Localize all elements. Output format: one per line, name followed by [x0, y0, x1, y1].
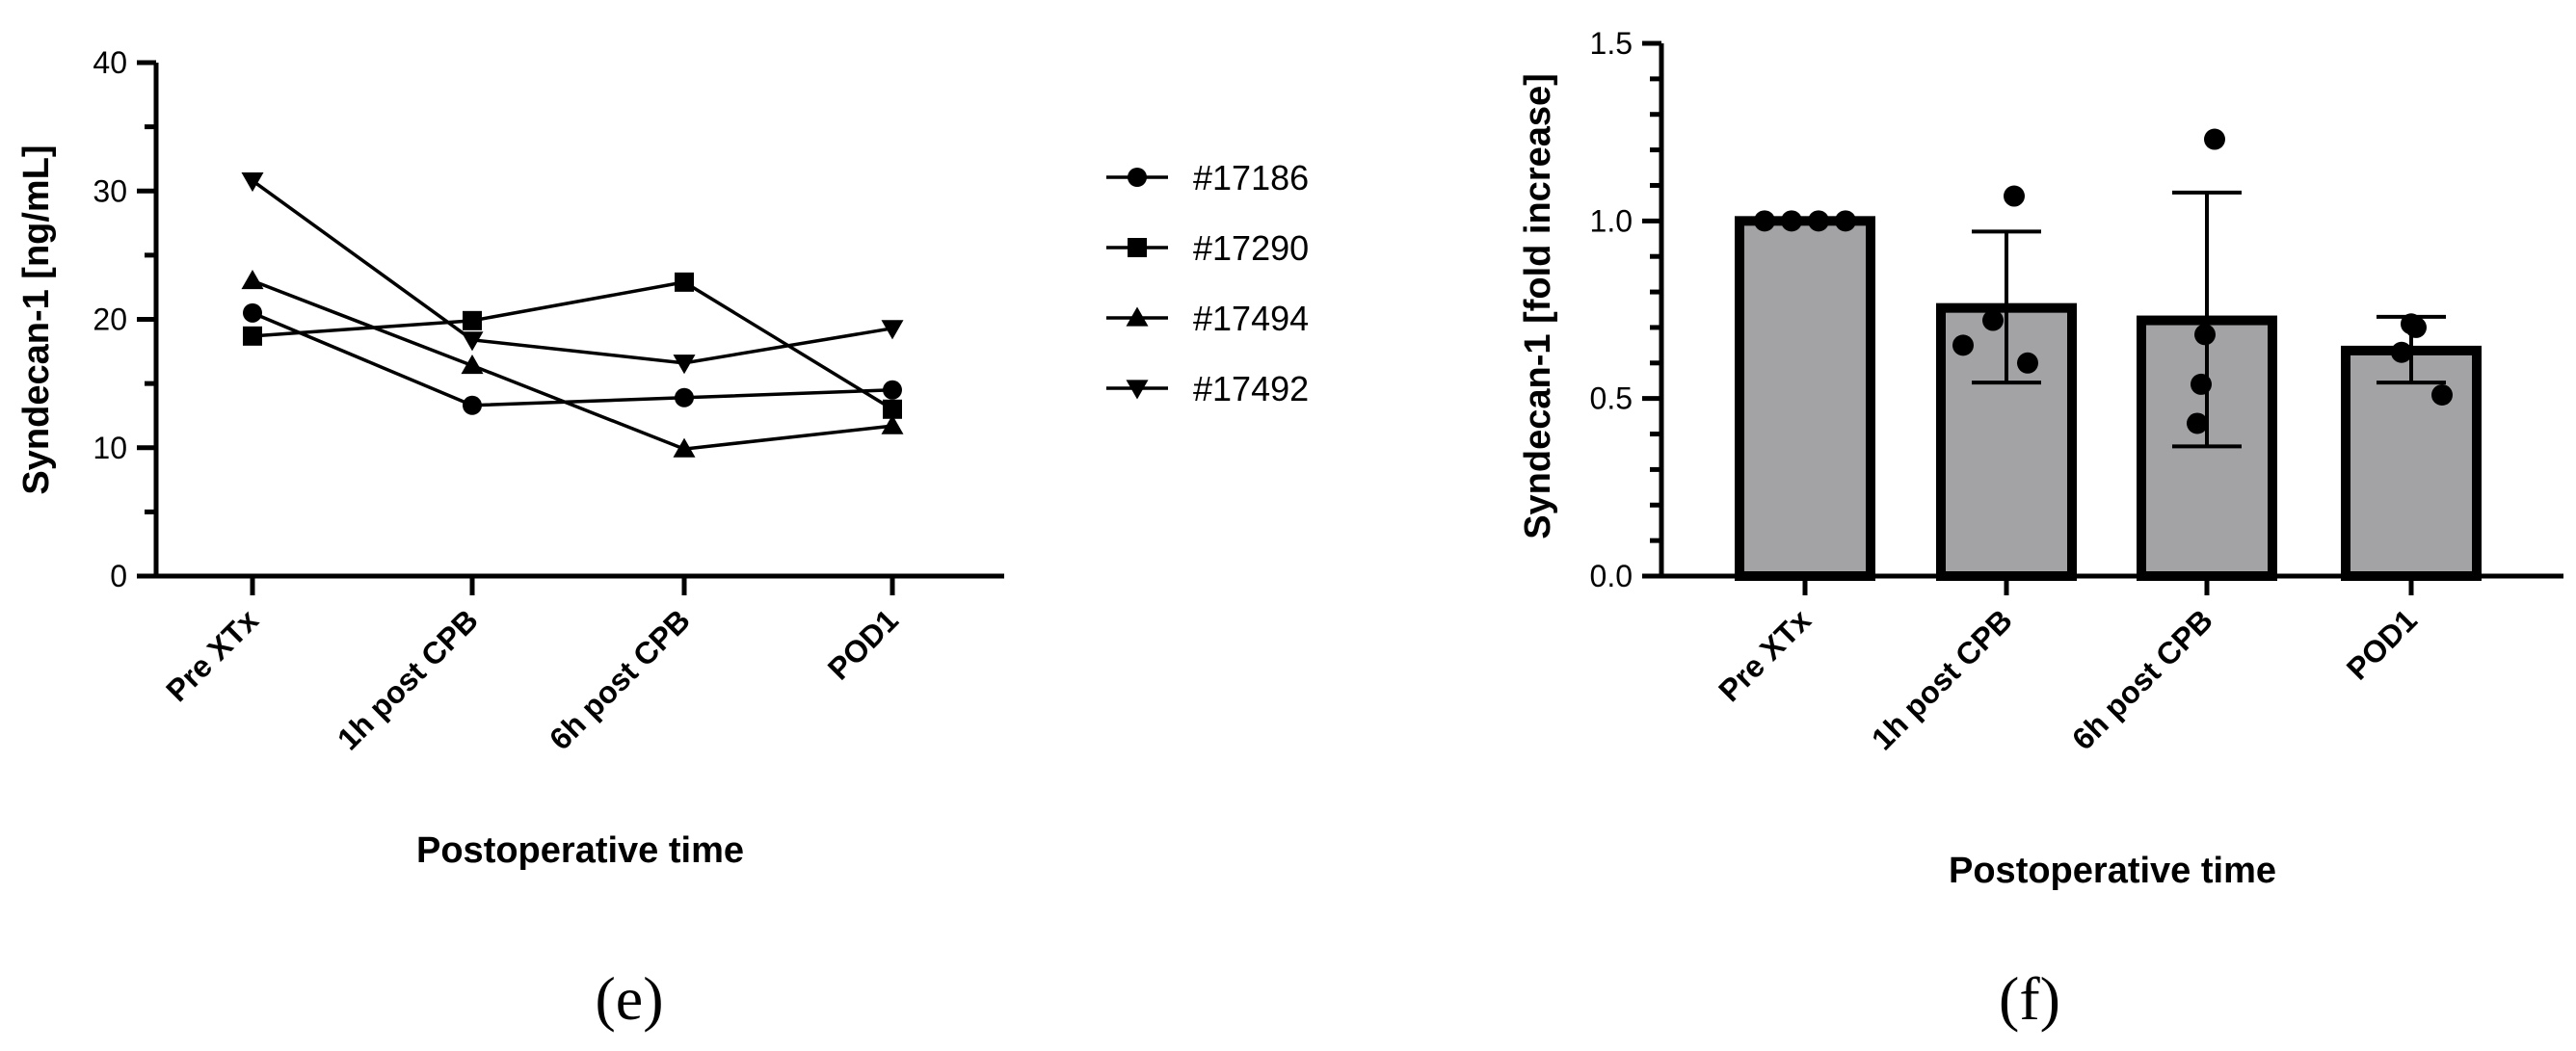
- f-data-point: [2187, 412, 2208, 434]
- e-legend-marker: [1126, 380, 1149, 400]
- e-x-tick-label: POD1: [821, 602, 905, 686]
- e-point-17290: [675, 272, 694, 292]
- f-data-point: [2017, 352, 2038, 374]
- panel-e-line-chart: 0 10 20 30 40 Pre XTx 1h post CPB 6h post CPB P…: [16, 45, 1309, 1033]
- f-x-tick-label: 1h post CPB: [1865, 602, 2019, 756]
- f-y-axis-title: Syndecan-1 [fold increase]: [1518, 73, 1558, 539]
- f-data-point: [2431, 383, 2453, 406]
- e-point-17494: [881, 414, 904, 434]
- f-data-point: [2194, 324, 2216, 346]
- e-x-tick-label: 6h post CPB: [543, 602, 697, 756]
- e-y-tick-label: 0: [110, 559, 127, 593]
- f-y-tick-label: 1.0: [1590, 203, 1633, 238]
- e-y-tick-label: 10: [93, 431, 127, 465]
- f-data-point: [2405, 316, 2427, 338]
- f-y-tick-label: 0.5: [1590, 381, 1633, 416]
- e-legend-label: #17186: [1193, 158, 1309, 197]
- e-legend-marker: [1126, 306, 1149, 327]
- f-data-point: [2191, 373, 2212, 395]
- e-point-17186: [243, 302, 262, 323]
- e-x-tick-label: Pre XTx: [159, 602, 265, 708]
- e-point-17186: [883, 380, 902, 400]
- f-data-point: [2391, 341, 2412, 363]
- e-panel-label: (e): [595, 964, 663, 1033]
- f-data-point: [1835, 210, 1856, 232]
- e-series-line-17492: [251, 179, 893, 365]
- e-point-17494: [241, 270, 264, 290]
- f-y-tick-label: 0.0: [1590, 559, 1633, 593]
- e-y-tick-label: 30: [93, 173, 127, 208]
- e-y-tick-label: 20: [93, 302, 127, 337]
- e-y-tick-label: 40: [93, 45, 127, 80]
- f-y-tick-label: 1.5: [1590, 26, 1633, 61]
- f-data-point: [1781, 210, 1802, 232]
- f-bar: [1735, 216, 1875, 581]
- f-data-point: [1952, 334, 1974, 356]
- e-point-17186: [675, 387, 694, 407]
- f-x-tick-label: POD1: [2340, 602, 2424, 686]
- e-point-17186: [463, 395, 482, 415]
- e-point-17494: [461, 354, 484, 375]
- e-point-17290: [883, 399, 902, 419]
- e-series-line-17186: [252, 311, 893, 407]
- e-point-17492: [673, 355, 696, 375]
- e-point-17290: [243, 326, 262, 346]
- f-data-point: [2204, 128, 2225, 150]
- f-data-point: [2004, 185, 2025, 207]
- e-legend-label: #17494: [1193, 299, 1309, 338]
- f-x-tick-label: Pre XTx: [1712, 602, 1818, 708]
- e-point-17492: [881, 320, 904, 340]
- f-x-axis-title: Postoperative time: [1949, 851, 2276, 891]
- e-legend: #17186 #17290 #17494 #17492: [1106, 158, 1309, 408]
- e-x-axis-title: Postoperative time: [416, 830, 744, 871]
- f-x-tick-label: 6h post CPB: [2065, 602, 2219, 756]
- e-point-17492: [241, 171, 264, 193]
- f-data-point: [1754, 210, 1775, 232]
- e-point-17492: [461, 331, 484, 352]
- e-legend-marker: [1128, 238, 1147, 257]
- e-series-line-17494: [252, 278, 893, 451]
- e-y-axis-title: Syndecan-1 [ng/mL]: [16, 145, 57, 494]
- f-panel-label: (f): [1999, 964, 2060, 1033]
- e-legend-marker: [1128, 168, 1147, 187]
- panel-f-bar-chart: 0.0 0.5 1.0 1.5 Pre XTx 1h post CPB 6h post C…: [1518, 26, 2563, 1033]
- e-legend-label: #17492: [1193, 369, 1309, 408]
- e-legend-label: #17290: [1193, 228, 1309, 268]
- e-point-17290: [463, 310, 482, 330]
- e-point-17494: [673, 437, 696, 458]
- f-data-point: [1982, 309, 2004, 331]
- f-data-point: [1808, 210, 1829, 232]
- e-x-tick-label: 1h post CPB: [331, 602, 485, 756]
